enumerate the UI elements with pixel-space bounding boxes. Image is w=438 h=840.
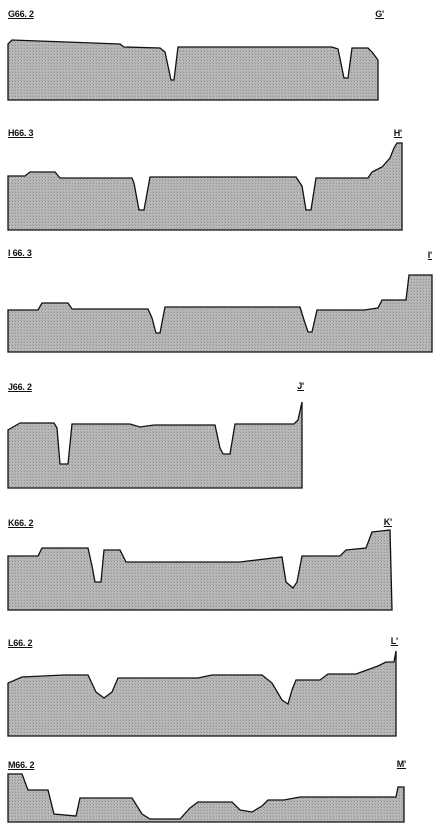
- profile-m-start-label: M66. 2: [8, 760, 35, 770]
- profile-j-cross-section: [7, 401, 303, 489]
- profile-g-start-label: G66. 2: [8, 9, 34, 19]
- profile-i-cross-section: [7, 274, 433, 353]
- profile-k-start-label: K66. 2: [8, 518, 34, 528]
- profile-m-end-label: M': [396, 759, 406, 769]
- profile-h-start-label: H66. 3: [8, 128, 34, 138]
- profile-g-cross-section: [7, 39, 379, 101]
- profile-l-start-label: L66. 2: [8, 638, 33, 648]
- profile-l-cross-section: [7, 650, 397, 737]
- profile-i-start-label: I 66. 3: [8, 248, 32, 258]
- profile-m-cross-section: [7, 773, 405, 823]
- profile-i-end-label: I': [427, 250, 432, 260]
- profile-k-cross-section: [7, 529, 393, 611]
- profile-g-end-label: G': [375, 9, 384, 19]
- profile-l-end-label: L': [390, 636, 398, 646]
- profile-j-end-label: J': [297, 381, 304, 391]
- profile-h-end-label: H': [393, 128, 402, 138]
- profile-k-end-label: K': [383, 517, 392, 527]
- profile-j-start-label: J66. 2: [8, 382, 32, 392]
- profile-h-cross-section: [7, 142, 403, 231]
